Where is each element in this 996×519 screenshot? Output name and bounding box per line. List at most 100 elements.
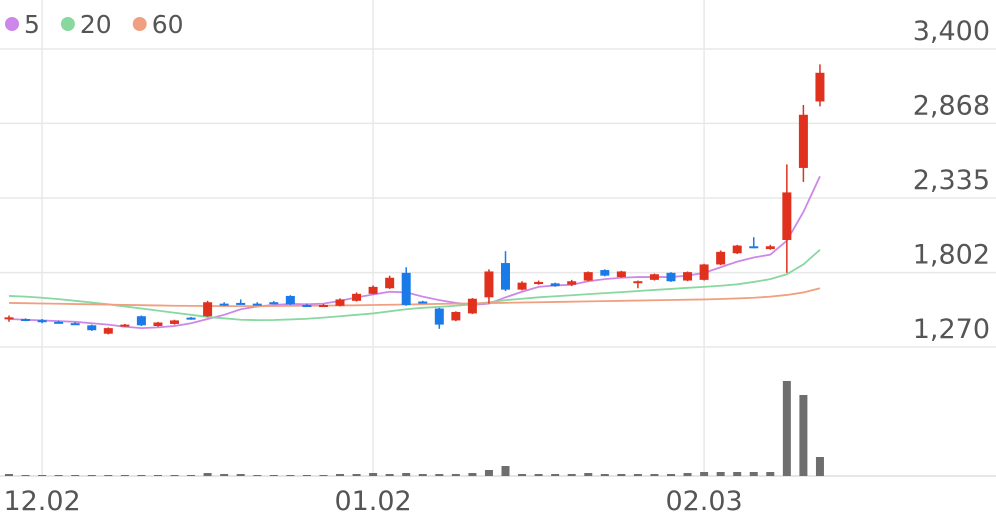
candle-body bbox=[186, 317, 196, 320]
volume-bar bbox=[120, 475, 129, 476]
y-tick-label: 3,400 bbox=[913, 16, 990, 47]
ma-line bbox=[8, 287, 821, 308]
volume-bar bbox=[600, 474, 609, 476]
candle-body bbox=[203, 302, 213, 317]
y-tick-label: 2,868 bbox=[913, 90, 990, 121]
candle-body bbox=[683, 272, 693, 281]
candle-body bbox=[517, 282, 527, 290]
volume-bar bbox=[534, 474, 543, 476]
y-tick-label: 1,802 bbox=[913, 240, 990, 271]
volume-bar bbox=[749, 472, 758, 476]
volume-bar bbox=[518, 474, 527, 476]
candle-body bbox=[418, 301, 428, 304]
candle-body bbox=[87, 325, 97, 331]
volume-bar bbox=[170, 475, 179, 476]
y-tick-label: 2,335 bbox=[913, 165, 990, 196]
volume-bar bbox=[302, 475, 311, 476]
legend-label: 60 bbox=[152, 10, 184, 39]
candle-body bbox=[70, 323, 80, 326]
candle-body bbox=[318, 305, 328, 308]
legend-label: 5 bbox=[24, 10, 40, 39]
candle-body bbox=[335, 299, 345, 306]
volume-bar bbox=[5, 474, 13, 476]
volume-bar bbox=[54, 475, 63, 476]
candle-body bbox=[434, 308, 444, 325]
candle-body bbox=[401, 272, 411, 306]
legend-swatch bbox=[5, 17, 19, 31]
candle-body bbox=[732, 245, 742, 254]
volume-bar bbox=[220, 474, 229, 476]
candle-body bbox=[666, 272, 676, 282]
legend-label: 20 bbox=[80, 10, 112, 39]
candle-body bbox=[252, 303, 262, 306]
candle-body bbox=[550, 283, 560, 287]
candle-body bbox=[467, 298, 477, 314]
volume-bar bbox=[584, 473, 593, 476]
volume-bar bbox=[319, 475, 328, 476]
volume-bar bbox=[799, 395, 808, 476]
volume-bar bbox=[766, 472, 775, 476]
candle-body bbox=[368, 286, 378, 294]
volume-bar bbox=[21, 475, 30, 476]
candle-body bbox=[765, 246, 775, 250]
volume-bar bbox=[733, 472, 742, 476]
candle-body bbox=[269, 302, 279, 305]
volume-bar bbox=[153, 475, 162, 476]
volume-bar bbox=[683, 473, 692, 476]
candle-body bbox=[699, 264, 709, 280]
candle-body bbox=[103, 328, 113, 334]
volume-bar bbox=[484, 470, 493, 476]
candle-body bbox=[54, 321, 64, 324]
volume-bar bbox=[71, 475, 80, 476]
candle-body bbox=[501, 263, 510, 290]
volume-bar bbox=[187, 475, 196, 476]
volume-bar bbox=[667, 474, 675, 476]
volume-bar bbox=[203, 473, 212, 476]
candle-body bbox=[749, 246, 759, 249]
volume-bar bbox=[402, 473, 411, 476]
volume-bar bbox=[87, 475, 96, 476]
volume-bar bbox=[104, 475, 113, 476]
volume-bar bbox=[617, 474, 626, 476]
ma-line bbox=[8, 249, 821, 322]
volume-bar bbox=[38, 475, 47, 476]
candle-body bbox=[236, 302, 246, 305]
candle-body bbox=[136, 316, 146, 326]
volume-bar bbox=[418, 474, 427, 476]
volume-bar bbox=[435, 474, 444, 476]
volume-bar bbox=[501, 466, 510, 476]
volume-bar bbox=[286, 475, 295, 476]
volume-bar bbox=[253, 475, 262, 476]
x-tick-label: 01.02 bbox=[334, 486, 411, 517]
candle-body bbox=[120, 324, 130, 327]
legend-swatch bbox=[60, 17, 75, 31]
volume-bar bbox=[567, 474, 576, 476]
volume-bar bbox=[700, 472, 709, 476]
candle-body bbox=[782, 192, 792, 240]
candle-body bbox=[352, 293, 362, 301]
legend-swatch bbox=[132, 17, 147, 31]
volume-bar bbox=[352, 474, 361, 476]
volume-bar bbox=[336, 474, 344, 476]
candle-body bbox=[153, 322, 163, 327]
candle-body bbox=[649, 274, 659, 280]
volume-bar bbox=[468, 473, 477, 476]
candle-body bbox=[798, 114, 808, 168]
candle-body bbox=[567, 281, 577, 285]
candle-body bbox=[285, 295, 295, 305]
candle-body bbox=[4, 317, 14, 320]
x-tick-label: 02.03 bbox=[665, 486, 742, 517]
candle-body bbox=[302, 305, 312, 308]
candle-body bbox=[170, 320, 179, 324]
volume-bar bbox=[716, 472, 725, 476]
volume-bar bbox=[782, 381, 791, 476]
candle-body bbox=[385, 277, 395, 289]
volume-bar bbox=[551, 474, 560, 476]
volume-bar bbox=[369, 473, 378, 476]
x-tick-label: 12.02 bbox=[3, 486, 80, 517]
volume-bar bbox=[137, 475, 146, 476]
candle-body bbox=[616, 271, 626, 278]
volume-bar bbox=[236, 474, 245, 476]
candle-body bbox=[219, 303, 229, 306]
